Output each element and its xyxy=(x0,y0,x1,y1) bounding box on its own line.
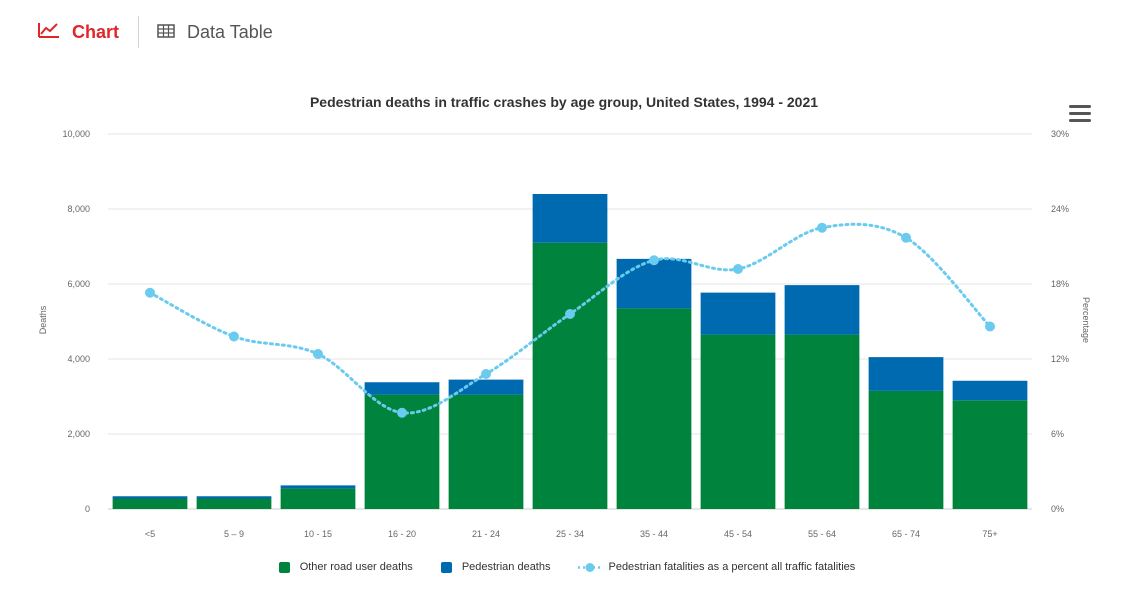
menu-icon xyxy=(1069,105,1091,108)
x-tick-label: 16 - 20 xyxy=(388,529,416,539)
percent-point[interactable] xyxy=(985,321,995,332)
y-tick-label: 4,000 xyxy=(67,354,90,364)
percent-point[interactable] xyxy=(565,309,575,319)
tab-chart-label: Chart xyxy=(72,21,120,42)
bar-pedestrian[interactable] xyxy=(364,382,440,395)
view-tabs: Chart Data Table xyxy=(38,14,273,50)
x-tick-label: 45 - 54 xyxy=(724,529,752,539)
x-tick-label: 55 - 64 xyxy=(808,529,836,539)
bar-other-road-user[interactable] xyxy=(784,334,860,509)
y2-tick-label: 6% xyxy=(1051,429,1064,439)
chart-menu-button[interactable] xyxy=(1069,105,1091,125)
y-tick-label: 0 xyxy=(85,504,90,514)
legend-label-other: Other road user deaths xyxy=(299,561,413,573)
bar-pedestrian[interactable] xyxy=(112,496,188,499)
tab-chart[interactable]: Chart xyxy=(38,22,119,43)
tab-data-table[interactable]: Data Table xyxy=(157,22,273,43)
x-tick-label: 35 - 44 xyxy=(640,529,668,539)
x-tick-label: 65 - 74 xyxy=(892,529,920,539)
y-axis-label: Deaths xyxy=(38,305,48,334)
x-tick-label: 25 - 34 xyxy=(556,529,584,539)
bar-pedestrian[interactable] xyxy=(532,194,608,243)
percent-point[interactable] xyxy=(313,349,323,359)
table-icon xyxy=(157,22,175,43)
x-tick-label: 21 - 24 xyxy=(472,529,500,539)
y-tick-label: 8,000 xyxy=(67,204,90,214)
bar-other-road-user[interactable] xyxy=(616,308,692,509)
bar-other-road-user[interactable] xyxy=(280,488,356,509)
bar-other-road-user[interactable] xyxy=(532,242,608,509)
bar-pedestrian[interactable] xyxy=(616,258,692,309)
legend-item-percent[interactable]: Pedestrian fatalities as a percent all t… xyxy=(578,561,855,573)
x-tick-label: 10 - 15 xyxy=(304,529,332,539)
bar-pedestrian[interactable] xyxy=(280,485,356,489)
bar-other-road-user[interactable] xyxy=(700,334,776,509)
bar-pedestrian[interactable] xyxy=(196,496,272,499)
legend-label-percent: Pedestrian fatalities as a percent all t… xyxy=(608,561,856,573)
y2-axis-label: Percentage xyxy=(1081,297,1091,343)
bar-pedestrian[interactable] xyxy=(700,292,776,335)
legend-item-pedestrian[interactable]: Pedestrian deaths xyxy=(440,561,551,573)
bar-pedestrian[interactable] xyxy=(448,379,524,395)
chart-title: Pedestrian deaths in traffic crashes by … xyxy=(310,94,818,110)
bar-pedestrian[interactable] xyxy=(784,285,860,335)
legend-swatch-pedestrian xyxy=(440,561,452,573)
x-tick-label: 5 – 9 xyxy=(224,529,244,539)
legend-label-pedestrian: Pedestrian deaths xyxy=(461,561,551,573)
bar-other-road-user[interactable] xyxy=(448,394,524,509)
legend-swatch-other xyxy=(278,561,290,573)
percent-point[interactable] xyxy=(229,331,239,342)
percent-point[interactable] xyxy=(649,255,659,266)
bar-other-road-user[interactable] xyxy=(952,400,1028,509)
legend-swatch-percent xyxy=(578,562,603,573)
x-tick-label: <5 xyxy=(145,529,155,539)
percent-point[interactable] xyxy=(733,264,743,274)
bar-other-road-user[interactable] xyxy=(196,498,272,510)
y2-tick-label: 0% xyxy=(1051,504,1064,514)
tab-divider xyxy=(138,16,140,48)
percent-point[interactable] xyxy=(901,232,911,243)
y-tick-label: 2,000 xyxy=(67,429,90,439)
percent-point[interactable] xyxy=(481,369,491,379)
bar-pedestrian[interactable] xyxy=(952,380,1028,401)
y2-tick-label: 30% xyxy=(1051,129,1069,139)
percent-point[interactable] xyxy=(817,222,827,233)
y2-tick-label: 18% xyxy=(1051,279,1069,289)
percent-point[interactable] xyxy=(397,407,407,418)
y2-tick-label: 24% xyxy=(1051,204,1069,214)
chart-legend: Other road user deaths Pedestrian deaths… xyxy=(0,561,1134,573)
bar-other-road-user[interactable] xyxy=(112,498,188,510)
y-tick-label: 10,000 xyxy=(62,129,90,139)
bar-pedestrian[interactable] xyxy=(868,357,944,391)
percent-point[interactable] xyxy=(145,287,155,298)
tab-data-table-label: Data Table xyxy=(187,21,273,42)
y2-tick-label: 12% xyxy=(1051,354,1069,364)
y-tick-label: 6,000 xyxy=(67,279,90,289)
x-tick-label: 75+ xyxy=(982,529,997,539)
line-chart-icon xyxy=(38,22,60,43)
bar-other-road-user[interactable] xyxy=(868,390,944,509)
legend-item-other[interactable]: Other road user deaths xyxy=(278,561,413,573)
